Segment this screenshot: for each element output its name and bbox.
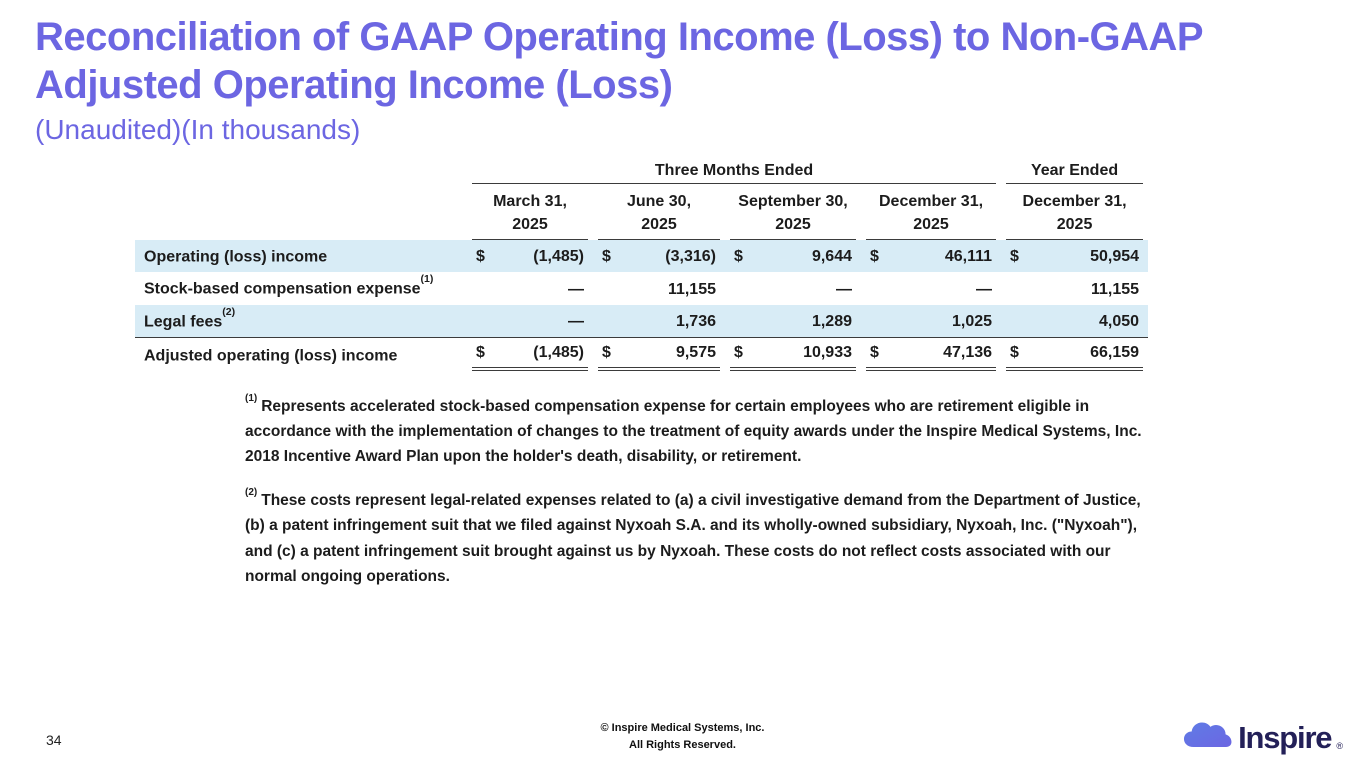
cell-value: 10,933: [803, 343, 852, 361]
cell-value: (1,485): [533, 248, 584, 266]
dollar-sign: $: [1010, 248, 1019, 266]
col-header-december-31: December 31,: [878, 193, 984, 210]
col-header-year-december-31: December 31,: [1022, 193, 1127, 210]
row-label-sup: (1): [420, 273, 434, 286]
row-label: Operating (loss) income: [144, 248, 328, 266]
footnote-1: (1) Represents accelerated stock-based co…: [245, 392, 1153, 469]
dollar-sign: $: [602, 248, 611, 266]
footnote-2-text: These costs represent legal-related expe…: [245, 492, 1141, 585]
dollar-sign: $: [734, 343, 743, 361]
cell-value: —: [836, 280, 852, 298]
cell-value: 9,575: [675, 343, 716, 361]
col-year-1: 2025: [472, 213, 588, 240]
registered-mark: ®: [1336, 741, 1343, 751]
table-date-header-row: March 31, June 30, September 30, Decembe…: [135, 184, 1148, 213]
footnote-1-text: Represents accelerated stock-based compe…: [245, 398, 1142, 466]
cell-value: —: [568, 312, 584, 330]
cell-value: —: [976, 280, 993, 298]
dollar-sign: $: [870, 248, 879, 266]
cell-value: 11,155: [667, 280, 716, 298]
cell-value: 4,050: [1099, 312, 1140, 330]
footnote-1-marker: (1): [245, 392, 258, 404]
footnote-2: (2) These costs represent legal-related e…: [245, 487, 1153, 588]
dollar-sign: $: [602, 343, 611, 361]
dollar-sign: $: [476, 343, 485, 361]
inspire-logo-text: Inspire: [1238, 719, 1332, 755]
cell-value: 1,736: [675, 312, 716, 330]
table-row-stock-compensation: Stock-based compensation expense(1) — 11…: [135, 272, 1148, 304]
dollar-sign: $: [476, 248, 485, 266]
cell-value: 9,644: [811, 248, 852, 266]
col-group-three-months-ended: Three Months Ended: [472, 160, 997, 184]
col-header-june-30: June 30,: [626, 193, 692, 210]
row-label-sup: (2): [222, 305, 236, 318]
dollar-sign: $: [734, 248, 743, 266]
col-year-2: 2025: [598, 213, 720, 240]
cell-value: 11,155: [1090, 280, 1140, 298]
page-title: Reconciliation of GAAP Operating Income …: [35, 15, 1203, 107]
table-row-operating-income: Operating (loss) income $ (1,485) $ (3,316…: [135, 240, 1149, 273]
inspire-cloud-icon: [1183, 719, 1233, 756]
table-row-legal-fees: Legal fees(2) — 1,736 1,289 1,025 4,050: [135, 304, 1149, 338]
page-subtitle: (Unaudited)(In thousands): [35, 114, 361, 145]
row-label: Legal fees: [144, 312, 223, 330]
cell-value: 47,136: [943, 343, 993, 361]
row-label: Adjusted operating (loss) income: [144, 346, 398, 364]
col-header-september-30: September 30,: [738, 193, 848, 210]
cell-value: —: [568, 280, 584, 298]
page-number: 34: [46, 732, 62, 748]
dollar-sign: $: [1010, 343, 1019, 361]
cell-value: 46,111: [944, 248, 993, 266]
cell-value: 50,954: [1090, 248, 1140, 266]
reconciliation-table: Three Months Ended Year Ended March 31, …: [135, 160, 1149, 371]
cell-value: 1,025: [952, 312, 993, 330]
footnote-2-marker: (2): [245, 487, 258, 499]
inspire-logo: Inspire ®: [1183, 719, 1343, 756]
slide-header: Reconciliation of GAAP Operating Income …: [35, 13, 1335, 146]
col-group-year-ended: Year Ended: [1006, 160, 1144, 184]
copyright-line1: © Inspire Medical Systems, Inc.: [600, 721, 765, 734]
footnotes: (1) Represents accelerated stock-based co…: [245, 392, 1153, 608]
col-header-march-31: March 31,: [493, 193, 567, 210]
row-label: Stock-based compensation expense: [144, 280, 421, 298]
table-row-adjusted-operating-income: Adjusted operating (loss) income $ (1,485…: [135, 337, 1148, 371]
table-year-header-row: 2025 2025 2025 2025 2025: [135, 213, 1148, 240]
copyright-line2: All Rights Reserved.: [629, 738, 736, 751]
cell-value: 1,289: [811, 312, 852, 330]
cell-value: 66,159: [1090, 343, 1140, 361]
cell-value: (1,485): [533, 343, 584, 361]
col-year-3: 2025: [730, 213, 856, 240]
copyright: © Inspire Medical Systems, Inc. All Righ…: [0, 720, 1365, 754]
col-year-5: 2025: [1006, 213, 1144, 240]
col-year-4: 2025: [866, 213, 997, 240]
table-group-header-row: Three Months Ended Year Ended: [135, 160, 1148, 184]
financial-table-area: Three Months Ended Year Ended March 31, …: [135, 160, 1149, 371]
dollar-sign: $: [870, 343, 879, 361]
cell-value: (3,316): [665, 248, 716, 266]
